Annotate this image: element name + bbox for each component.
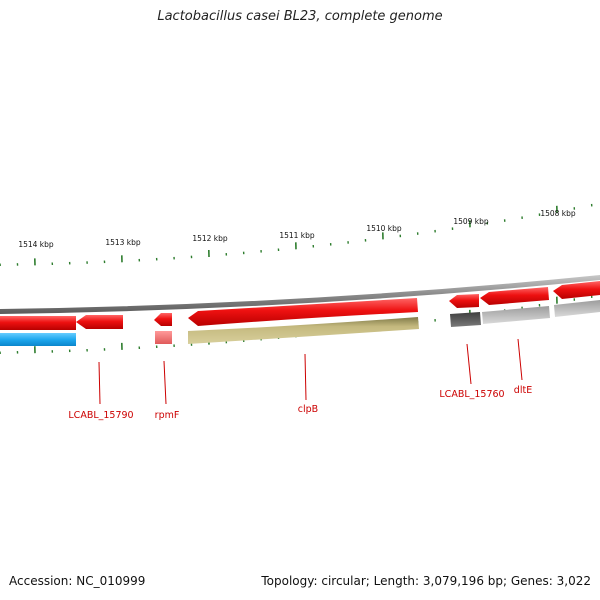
map-title: Lactobacillus casei BL23, complete genom… xyxy=(157,9,443,24)
forward-cds xyxy=(480,287,549,305)
scale-label-1513: 1513 kbp xyxy=(105,238,141,247)
scale-label-1512: 1512 kbp xyxy=(192,234,228,243)
gene-label-dlte: dltE xyxy=(514,385,532,396)
forward-cds xyxy=(154,313,172,326)
forward-cds xyxy=(449,294,479,308)
clpb-feature xyxy=(188,317,419,344)
pointer-line xyxy=(304,353,307,401)
pointer-line xyxy=(163,360,167,405)
trna-feature xyxy=(155,331,172,344)
pointer-line xyxy=(98,361,101,405)
light-grey-feature xyxy=(482,306,550,324)
forward-cds xyxy=(76,315,123,329)
pointer-line xyxy=(466,343,472,385)
scale-label-1514: 1514 kbp xyxy=(18,240,54,249)
scale-label-1509: 1509 kbp xyxy=(453,217,489,226)
gene-label-lcabl-15790: LCABL_15790 xyxy=(68,410,133,421)
scale-label-1508: 1508 kbp xyxy=(540,209,576,218)
accession-text: Accession: NC_010999 xyxy=(9,574,146,588)
gene-label-lcabl-15760: LCABL_15760 xyxy=(439,389,504,400)
reverse-cds xyxy=(0,333,76,346)
scale-label-1510: 1510 kbp xyxy=(366,224,402,233)
grey-feature xyxy=(450,312,481,327)
genome-backbone xyxy=(0,275,600,314)
outer-scale-ticks xyxy=(0,203,593,267)
topology-text: Topology: circular; Length: 3,079,196 bp… xyxy=(261,574,591,588)
gene-label-rpmf: rpmF xyxy=(155,410,180,421)
light-grey-feature xyxy=(554,300,600,317)
forward-cds xyxy=(553,281,600,299)
pointer-line xyxy=(517,338,523,381)
scale-label-1511: 1511 kbp xyxy=(279,231,315,240)
gene-label-clpb: clpB xyxy=(298,404,318,415)
forward-cds xyxy=(0,316,76,330)
forward-cds xyxy=(188,298,418,326)
